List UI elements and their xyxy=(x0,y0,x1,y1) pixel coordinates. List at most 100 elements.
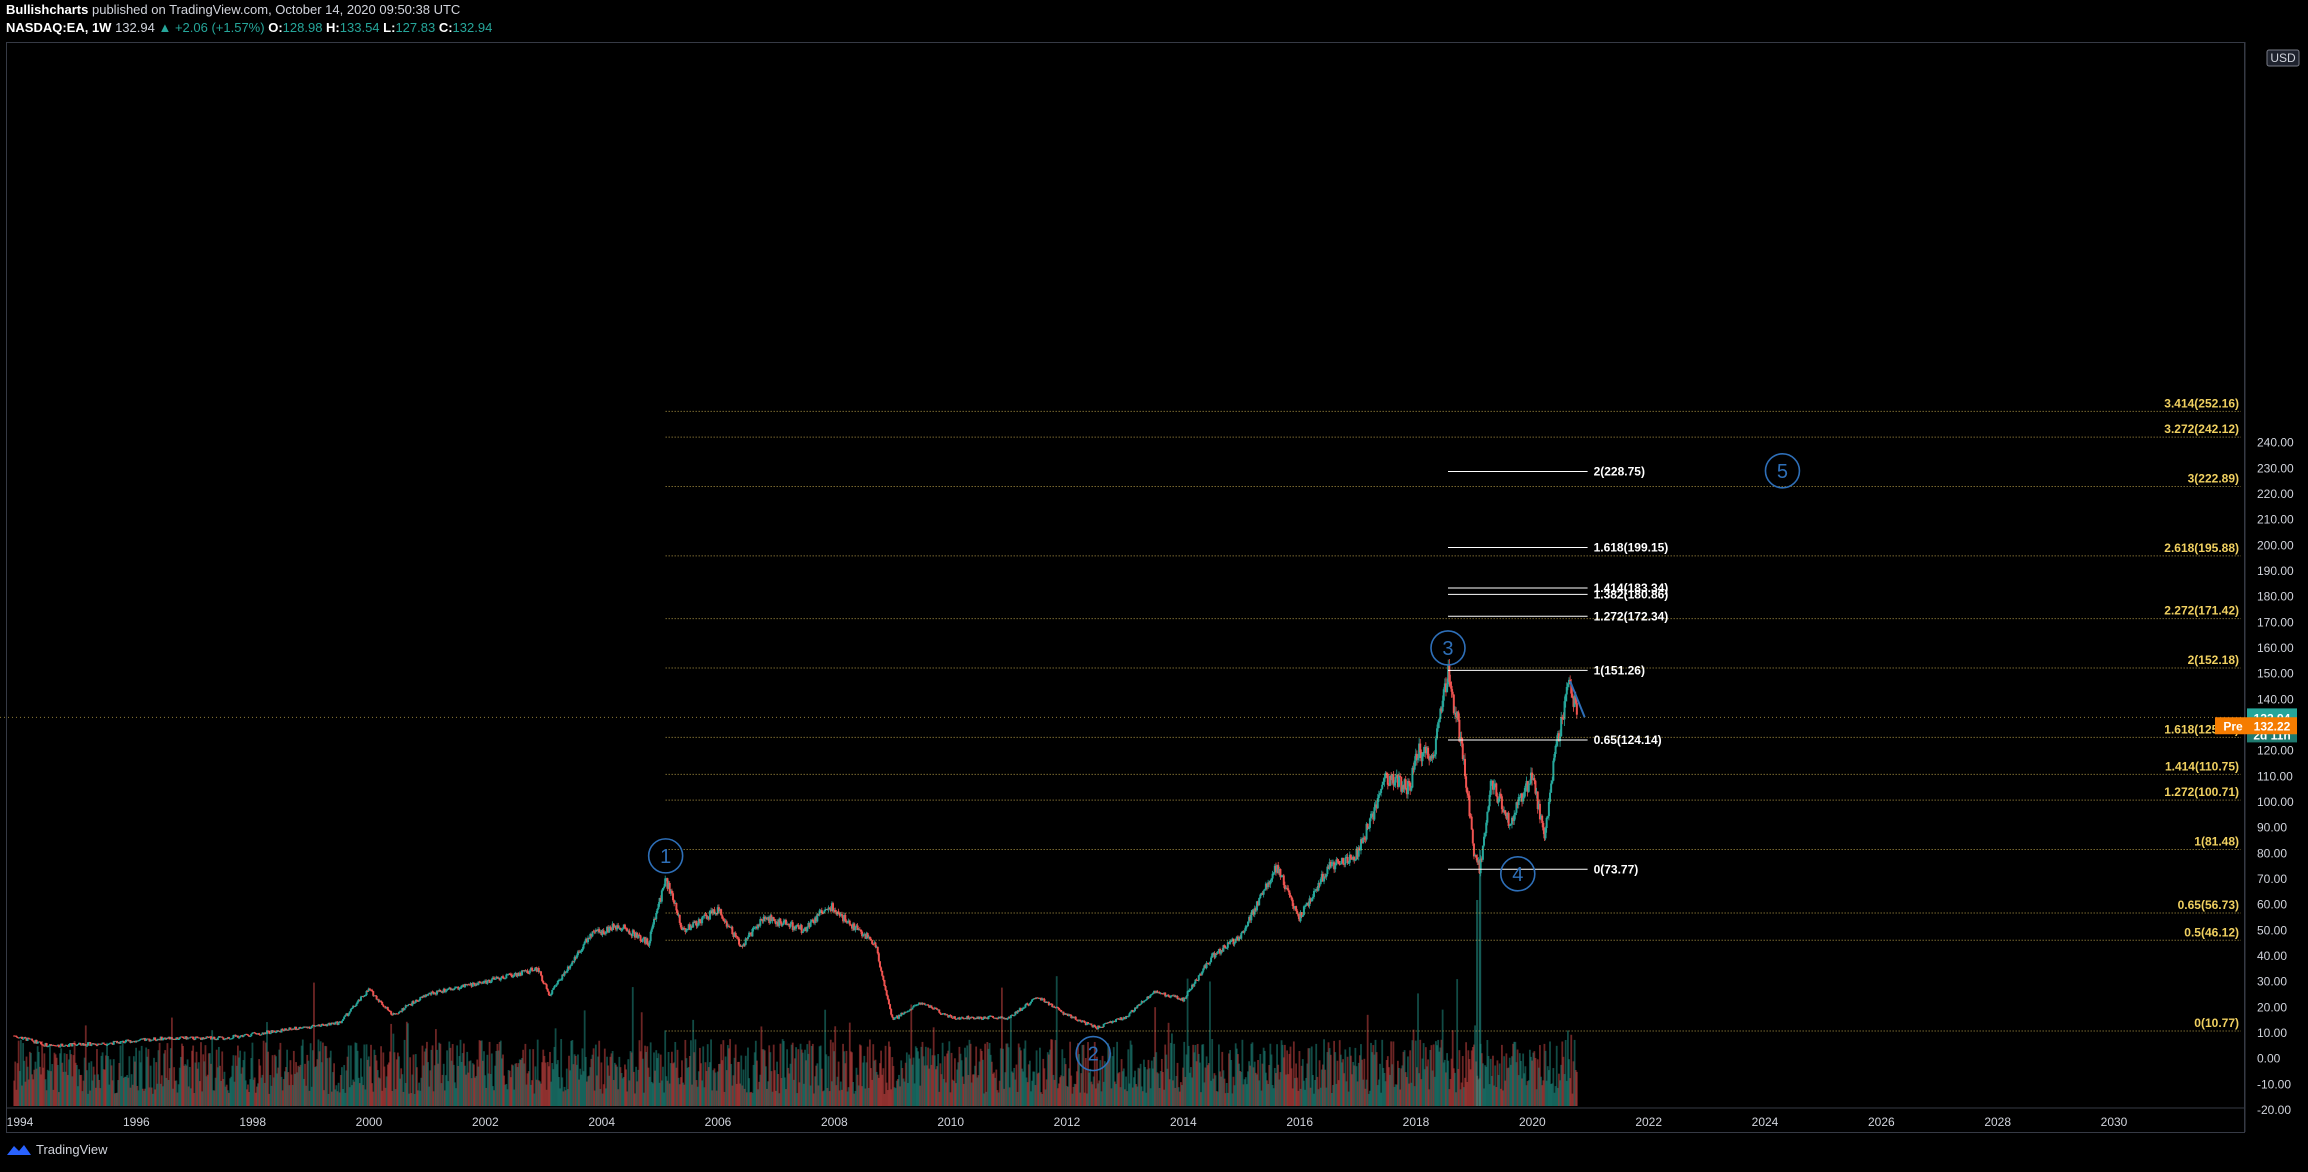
candle-body xyxy=(542,981,545,984)
volume-bar xyxy=(1380,1092,1382,1106)
candle-body xyxy=(191,1036,194,1038)
tradingview-brand[interactable]: TradingView xyxy=(36,1142,108,1157)
candle-body xyxy=(1215,953,1218,955)
candle-body xyxy=(476,983,479,986)
fib-ext-label: 1.272(172.34) xyxy=(1594,609,1669,623)
candle-body xyxy=(1306,902,1309,905)
candle-body xyxy=(185,1036,188,1040)
symbol-label[interactable]: NASDAQ:EA, 1W xyxy=(6,20,112,35)
candle-body xyxy=(376,999,379,1001)
volume-bar xyxy=(1149,1088,1152,1106)
candle-body xyxy=(73,1043,76,1045)
candle-body xyxy=(405,1005,408,1007)
volume-bar xyxy=(1053,1079,1056,1106)
volume-bar xyxy=(857,1085,860,1106)
volume-bar xyxy=(306,1054,309,1106)
candle-body xyxy=(1506,812,1509,819)
x-tick-label: 2010 xyxy=(937,1115,964,1129)
candle-body xyxy=(1557,733,1560,742)
candle-body xyxy=(765,917,768,920)
volume-bar xyxy=(477,1066,480,1106)
volume-bar xyxy=(1520,1060,1522,1106)
candle-body xyxy=(1144,1000,1147,1002)
volume-bar xyxy=(853,1093,856,1106)
volume-bar xyxy=(1311,1075,1314,1106)
candle-body xyxy=(178,1037,181,1040)
candle-body xyxy=(370,989,373,991)
volume-bar xyxy=(1212,1078,1215,1106)
candle-body xyxy=(1174,995,1177,998)
volume-bar xyxy=(36,1046,39,1106)
volume-bar xyxy=(509,1077,512,1106)
candle-body xyxy=(262,1032,265,1035)
candle-body xyxy=(942,1013,945,1015)
candle-body xyxy=(611,923,614,930)
volume-bar xyxy=(1541,1085,1544,1106)
candle-body xyxy=(797,924,800,928)
candle-body xyxy=(1089,1023,1092,1025)
volume-bar xyxy=(697,1071,700,1106)
volume-bar xyxy=(872,1044,875,1106)
volume-bar xyxy=(1261,1063,1264,1106)
volume-bar xyxy=(845,1050,848,1106)
candle-body xyxy=(1507,812,1510,826)
candle-body xyxy=(815,917,818,922)
candle-body xyxy=(336,1021,339,1025)
volume-bar xyxy=(1204,1067,1207,1106)
candle-body xyxy=(1481,845,1484,860)
candle-body xyxy=(139,1038,142,1040)
volume-bar xyxy=(865,1062,868,1106)
volume-bar xyxy=(593,1090,596,1106)
volume-bar xyxy=(1447,1060,1450,1106)
volume-bar xyxy=(1536,1059,1539,1106)
volume-bar xyxy=(798,1082,801,1106)
volume-bar xyxy=(1353,1065,1356,1106)
author-name[interactable]: Bullishcharts xyxy=(6,2,89,17)
volume-bar xyxy=(856,1074,859,1106)
volume-bar xyxy=(1408,1083,1410,1106)
volume-bar xyxy=(150,1087,153,1106)
volume-bar xyxy=(1221,1051,1224,1106)
volume-bar xyxy=(539,1081,541,1106)
volume-bar xyxy=(1556,1087,1559,1106)
candle-body xyxy=(826,908,829,910)
volume-bar xyxy=(834,1026,837,1106)
candle-body xyxy=(769,915,772,924)
volume-bar xyxy=(339,1075,342,1106)
candle-body xyxy=(909,1009,912,1011)
candle-body xyxy=(999,1016,1002,1019)
volume-bar xyxy=(1485,1066,1488,1106)
candle-body xyxy=(988,1015,991,1017)
y-tick-label: 40.00 xyxy=(2257,949,2287,963)
candle-body xyxy=(859,929,862,932)
candle-body xyxy=(1006,1018,1009,1020)
candle-body xyxy=(824,909,827,912)
volume-bar xyxy=(458,1056,461,1106)
tradingview-logo-icon[interactable] xyxy=(6,1143,32,1157)
volume-bar xyxy=(495,1051,498,1106)
candle-body xyxy=(101,1042,104,1044)
volume-bar xyxy=(280,1076,283,1106)
volume-bar xyxy=(1362,1079,1365,1106)
volume-bar xyxy=(276,1073,278,1106)
candle-body xyxy=(1034,998,1037,1000)
volume-bar xyxy=(205,1076,208,1106)
volume-bar xyxy=(486,1054,489,1106)
candle-body xyxy=(1110,1021,1113,1024)
candle-body xyxy=(1060,1009,1063,1012)
candle-body xyxy=(463,983,466,988)
y-tick-label: 140.00 xyxy=(2257,692,2294,706)
candle-body xyxy=(1349,854,1352,858)
volume-bar xyxy=(323,1090,325,1106)
volume-bar xyxy=(348,1087,351,1106)
volume-bar xyxy=(974,1065,976,1106)
volume-bar xyxy=(259,1065,262,1106)
candle-body xyxy=(1447,665,1450,685)
candle-body xyxy=(45,1043,48,1047)
candle-body xyxy=(1130,1010,1133,1012)
candle-body xyxy=(15,1035,18,1038)
candle-body xyxy=(1045,1001,1048,1003)
candle-body xyxy=(1517,797,1520,805)
candle-body xyxy=(193,1039,196,1041)
